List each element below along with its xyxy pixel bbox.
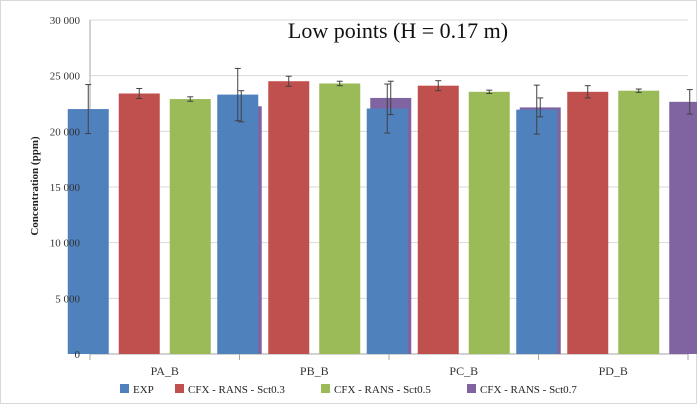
legend-label: EXP <box>133 384 154 396</box>
legend-label: CFX - RANS - Sct0.5 <box>334 384 431 396</box>
legend-label: CFX - RANS - Sct0.7 <box>480 384 577 396</box>
bar <box>366 108 408 354</box>
legend-label: CFX - RANS - Sct0.3 <box>188 384 285 396</box>
bar <box>417 85 459 354</box>
y-tick-label: 0 <box>75 349 81 361</box>
legend-swatch <box>175 384 184 393</box>
y-tick-label: 10 000 <box>50 238 81 250</box>
bar <box>67 109 109 354</box>
bar <box>169 99 211 355</box>
x-tick-label: PC_B <box>449 364 478 378</box>
bar <box>516 109 558 354</box>
legend-swatch <box>467 384 476 393</box>
axis-labels: 0 5 000 10 000 15 000 20 000 25 000 30 000 PA_B… <box>50 15 628 378</box>
legend-swatch <box>120 384 129 393</box>
bar <box>268 81 310 354</box>
bar <box>618 90 660 355</box>
bar <box>468 91 510 354</box>
error-bars <box>85 67 693 135</box>
bar <box>217 94 259 355</box>
bars <box>67 81 697 355</box>
bar <box>669 101 697 354</box>
bar <box>567 91 609 354</box>
y-tick-label: 5 000 <box>55 293 80 305</box>
x-tick-label: PB_B <box>300 364 329 378</box>
y-tick-label: 20 000 <box>50 126 81 138</box>
x-tick-label: PD_B <box>599 364 628 378</box>
x-tick-label: PA_B <box>151 364 179 378</box>
chart-title: Low points (H = 0.17 m) <box>288 18 508 43</box>
legend-swatch <box>321 384 330 393</box>
y-tick-label: 25 000 <box>50 71 81 83</box>
y-tick-label: 30 000 <box>50 15 81 27</box>
bar <box>319 83 361 355</box>
bar <box>118 93 160 354</box>
y-tick-label: 15 000 <box>50 182 81 194</box>
legend: EXP CFX - RANS - Sct0.3 CFX - RANS - Sct0.… <box>120 384 577 396</box>
y-axis-label: Concentration (ppm) <box>29 136 41 236</box>
